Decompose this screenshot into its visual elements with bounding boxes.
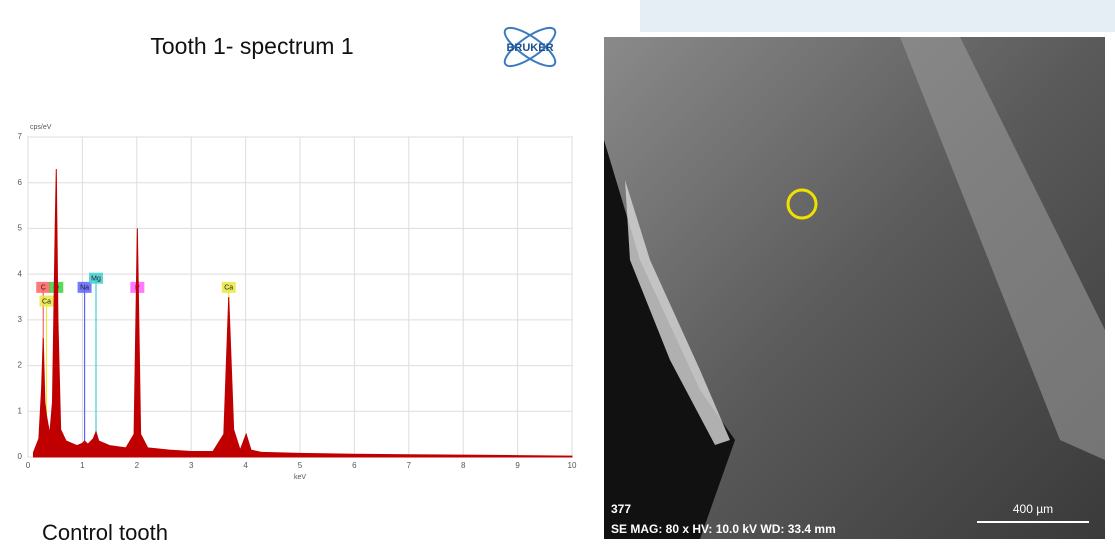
sem-info: SE MAG: 80 x HV: 10.0 kV WD: 33.4 mm (611, 522, 836, 536)
header-band (640, 0, 1115, 32)
sem-id: 377 (611, 502, 631, 516)
x-tick-label: 10 (568, 461, 577, 470)
x-tick-label: 5 (298, 461, 303, 470)
sem-image: 377 SE MAG: 80 x HV: 10.0 kV WD: 33.4 mm… (604, 37, 1105, 539)
x-tick-label: 7 (407, 461, 412, 470)
x-tick-label: 4 (243, 461, 248, 470)
y-tick-label: 2 (18, 361, 23, 370)
y-tick-label: 0 (18, 452, 23, 461)
x-tick-label: 8 (461, 461, 466, 470)
y-tick-label: 3 (18, 315, 23, 324)
x-tick-label: 9 (515, 461, 520, 470)
element-label: Ca (42, 298, 51, 305)
y-tick-label: 6 (18, 178, 23, 187)
x-tick-label: 3 (189, 461, 194, 470)
logo: BRUKER (500, 22, 561, 73)
y-tick-label: 7 (18, 132, 23, 141)
slide: Tooth 1- spectrum 1 BRUKER Control tooth… (0, 0, 1115, 545)
caption: Control tooth (42, 520, 168, 545)
x-tick-label: 2 (135, 461, 140, 470)
x-tick-label: 6 (352, 461, 357, 470)
x-tick-label: 0 (26, 461, 31, 470)
slide-title: Tooth 1- spectrum 1 (150, 33, 353, 59)
x-tick-label: 1 (80, 461, 85, 470)
element-label: C (41, 285, 46, 292)
element-label: Mg (91, 276, 101, 283)
element-label: Na (80, 285, 89, 292)
x-axis-label: keV (294, 474, 306, 481)
y-axis-label: cps/eV (30, 124, 52, 131)
logo-text: BRUKER (506, 42, 553, 54)
scale-bar-label: 400 µm (1013, 502, 1053, 516)
element-label: Ca (224, 285, 233, 292)
y-tick-label: 1 (18, 406, 23, 415)
y-tick-label: 4 (18, 269, 23, 278)
y-tick-label: 5 (18, 224, 23, 233)
